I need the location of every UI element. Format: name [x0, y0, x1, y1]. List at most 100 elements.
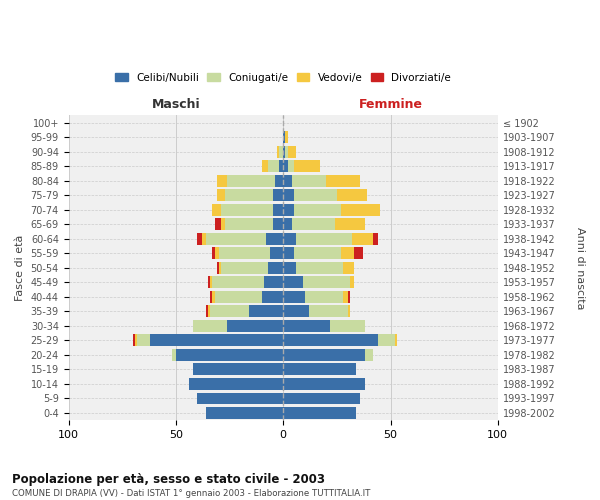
- Bar: [283, 146, 286, 158]
- Bar: [227, 320, 283, 332]
- Bar: [292, 174, 326, 186]
- Bar: [305, 291, 343, 303]
- Bar: [272, 204, 283, 216]
- Bar: [208, 306, 210, 318]
- Legend: Celibi/Nubili, Coniugati/e, Vedovi/e, Divorziati/e: Celibi/Nubili, Coniugati/e, Vedovi/e, Di…: [111, 68, 455, 87]
- Bar: [296, 262, 343, 274]
- Bar: [202, 233, 206, 244]
- Bar: [215, 248, 219, 259]
- Bar: [264, 276, 283, 288]
- Bar: [283, 334, 377, 346]
- Text: Femmine: Femmine: [359, 98, 422, 111]
- Bar: [212, 204, 221, 216]
- Bar: [272, 218, 283, 230]
- Bar: [272, 189, 283, 201]
- Bar: [135, 334, 137, 346]
- Bar: [283, 248, 294, 259]
- Bar: [309, 306, 347, 318]
- Bar: [271, 248, 283, 259]
- Bar: [287, 146, 296, 158]
- Bar: [283, 378, 365, 390]
- Bar: [287, 160, 294, 172]
- Bar: [210, 276, 212, 288]
- Bar: [283, 349, 365, 361]
- Bar: [176, 349, 283, 361]
- Bar: [279, 146, 283, 158]
- Bar: [283, 131, 286, 143]
- Bar: [197, 233, 202, 244]
- Bar: [150, 334, 283, 346]
- Bar: [249, 306, 283, 318]
- Bar: [212, 276, 264, 288]
- Bar: [283, 276, 302, 288]
- Bar: [221, 262, 268, 274]
- Bar: [225, 218, 272, 230]
- Bar: [268, 262, 283, 274]
- Bar: [266, 233, 283, 244]
- Bar: [197, 392, 283, 404]
- Bar: [283, 364, 356, 376]
- Bar: [268, 160, 279, 172]
- Bar: [210, 306, 249, 318]
- Bar: [262, 160, 268, 172]
- Bar: [283, 407, 356, 419]
- Bar: [286, 146, 287, 158]
- Bar: [283, 160, 287, 172]
- Bar: [206, 407, 283, 419]
- Bar: [302, 276, 350, 288]
- Bar: [133, 334, 135, 346]
- Bar: [212, 248, 215, 259]
- Bar: [343, 262, 354, 274]
- Bar: [262, 291, 283, 303]
- Bar: [294, 160, 320, 172]
- Bar: [296, 233, 352, 244]
- Bar: [283, 392, 361, 404]
- Bar: [283, 189, 294, 201]
- Bar: [347, 306, 350, 318]
- Bar: [275, 174, 283, 186]
- Bar: [137, 334, 150, 346]
- Bar: [283, 204, 294, 216]
- Text: Maschi: Maschi: [152, 98, 200, 111]
- Bar: [221, 204, 272, 216]
- Bar: [341, 248, 354, 259]
- Bar: [219, 262, 221, 274]
- Bar: [365, 349, 373, 361]
- Bar: [352, 233, 373, 244]
- Bar: [350, 276, 354, 288]
- Bar: [279, 160, 283, 172]
- Bar: [283, 174, 292, 186]
- Bar: [341, 204, 380, 216]
- Bar: [227, 174, 275, 186]
- Bar: [221, 218, 225, 230]
- Text: Popolazione per età, sesso e stato civile - 2003: Popolazione per età, sesso e stato civil…: [12, 472, 325, 486]
- Y-axis label: Anni di nascita: Anni di nascita: [575, 226, 585, 309]
- Bar: [189, 378, 283, 390]
- Bar: [283, 320, 331, 332]
- Text: COMUNE DI DRAPIA (VV) - Dati ISTAT 1° gennaio 2003 - Elaborazione TUTTITALIA.IT: COMUNE DI DRAPIA (VV) - Dati ISTAT 1° ge…: [12, 489, 370, 498]
- Bar: [193, 320, 227, 332]
- Bar: [283, 306, 309, 318]
- Bar: [217, 189, 225, 201]
- Bar: [343, 291, 347, 303]
- Bar: [373, 233, 377, 244]
- Bar: [354, 248, 362, 259]
- Bar: [395, 334, 397, 346]
- Bar: [225, 189, 272, 201]
- Bar: [215, 291, 262, 303]
- Y-axis label: Fasce di età: Fasce di età: [15, 234, 25, 301]
- Bar: [294, 189, 337, 201]
- Bar: [283, 291, 305, 303]
- Bar: [286, 131, 287, 143]
- Bar: [215, 218, 221, 230]
- Bar: [283, 233, 296, 244]
- Bar: [217, 174, 227, 186]
- Bar: [283, 262, 296, 274]
- Bar: [283, 218, 292, 230]
- Bar: [277, 146, 279, 158]
- Bar: [217, 262, 219, 274]
- Bar: [377, 334, 395, 346]
- Bar: [210, 291, 212, 303]
- Bar: [337, 189, 367, 201]
- Bar: [331, 320, 365, 332]
